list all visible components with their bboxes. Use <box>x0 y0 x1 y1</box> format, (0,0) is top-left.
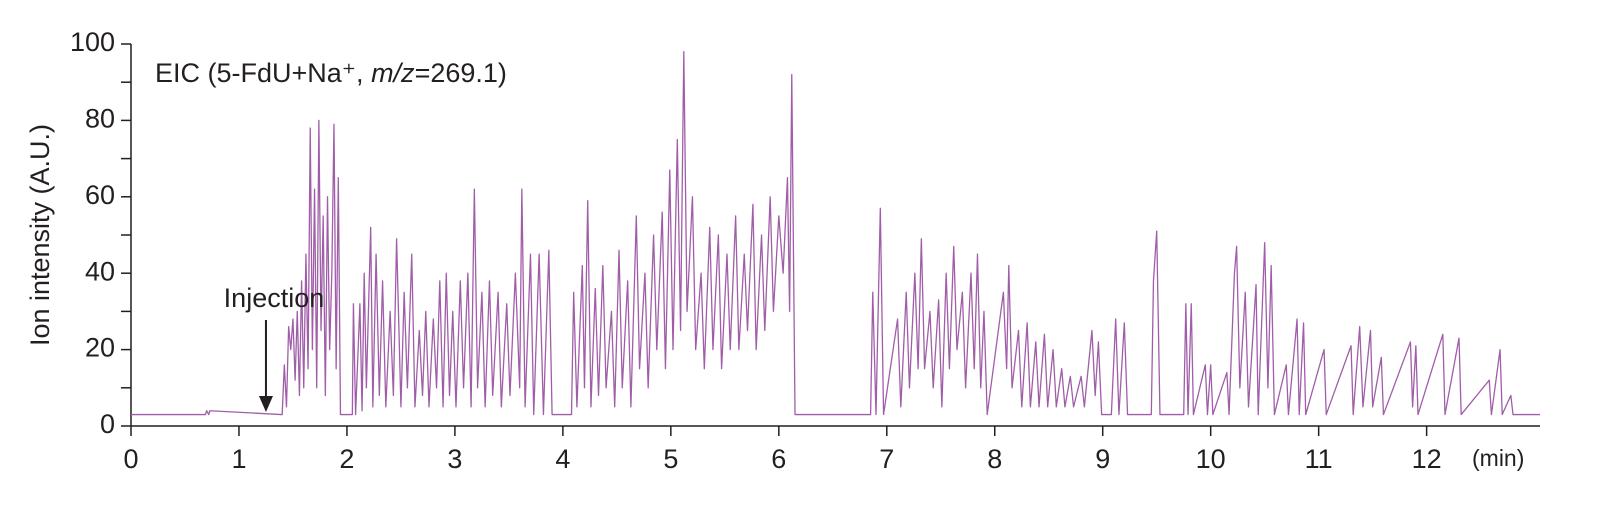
x-tick-label: 9 <box>1095 444 1110 474</box>
y-axis-label: Ion intensity (A.U.) <box>25 124 55 346</box>
x-tick-label: 8 <box>987 444 1002 474</box>
x-tick-label: 5 <box>663 444 678 474</box>
annotation-part: EIC (5-FdU+Na⁺, <box>155 58 371 88</box>
x-tick-label: 2 <box>339 444 354 474</box>
x-tick-label: 6 <box>771 444 786 474</box>
y-tick-label: 20 <box>85 333 115 363</box>
x-tick-label: 12 <box>1412 444 1442 474</box>
injection-label: Injection <box>224 283 325 313</box>
x-tick-label: 11 <box>1305 444 1333 474</box>
y-tick-label: 100 <box>70 27 115 57</box>
x-tick-label: 0 <box>123 444 138 474</box>
y-tick-label: 0 <box>100 409 115 439</box>
annotation: EIC (5-FdU+Na⁺, m/z=269.1) <box>155 58 507 88</box>
x-tick-label: 4 <box>555 444 570 474</box>
x-tick-label: 7 <box>879 444 894 474</box>
y-tick-label: 60 <box>85 180 115 210</box>
x-tick-label: 3 <box>447 444 462 474</box>
x-axis-label: (min) <box>1472 445 1524 471</box>
annotation-part: =269.1) <box>415 58 507 88</box>
x-tick-label: 1 <box>231 444 246 474</box>
annotation-part: m/z <box>371 58 415 88</box>
y-tick-label: 40 <box>85 256 115 286</box>
y-tick-label: 80 <box>85 104 115 134</box>
line <box>131 50 1540 416</box>
x-tick-label: 10 <box>1196 444 1226 474</box>
injection-arrowhead <box>258 396 273 412</box>
